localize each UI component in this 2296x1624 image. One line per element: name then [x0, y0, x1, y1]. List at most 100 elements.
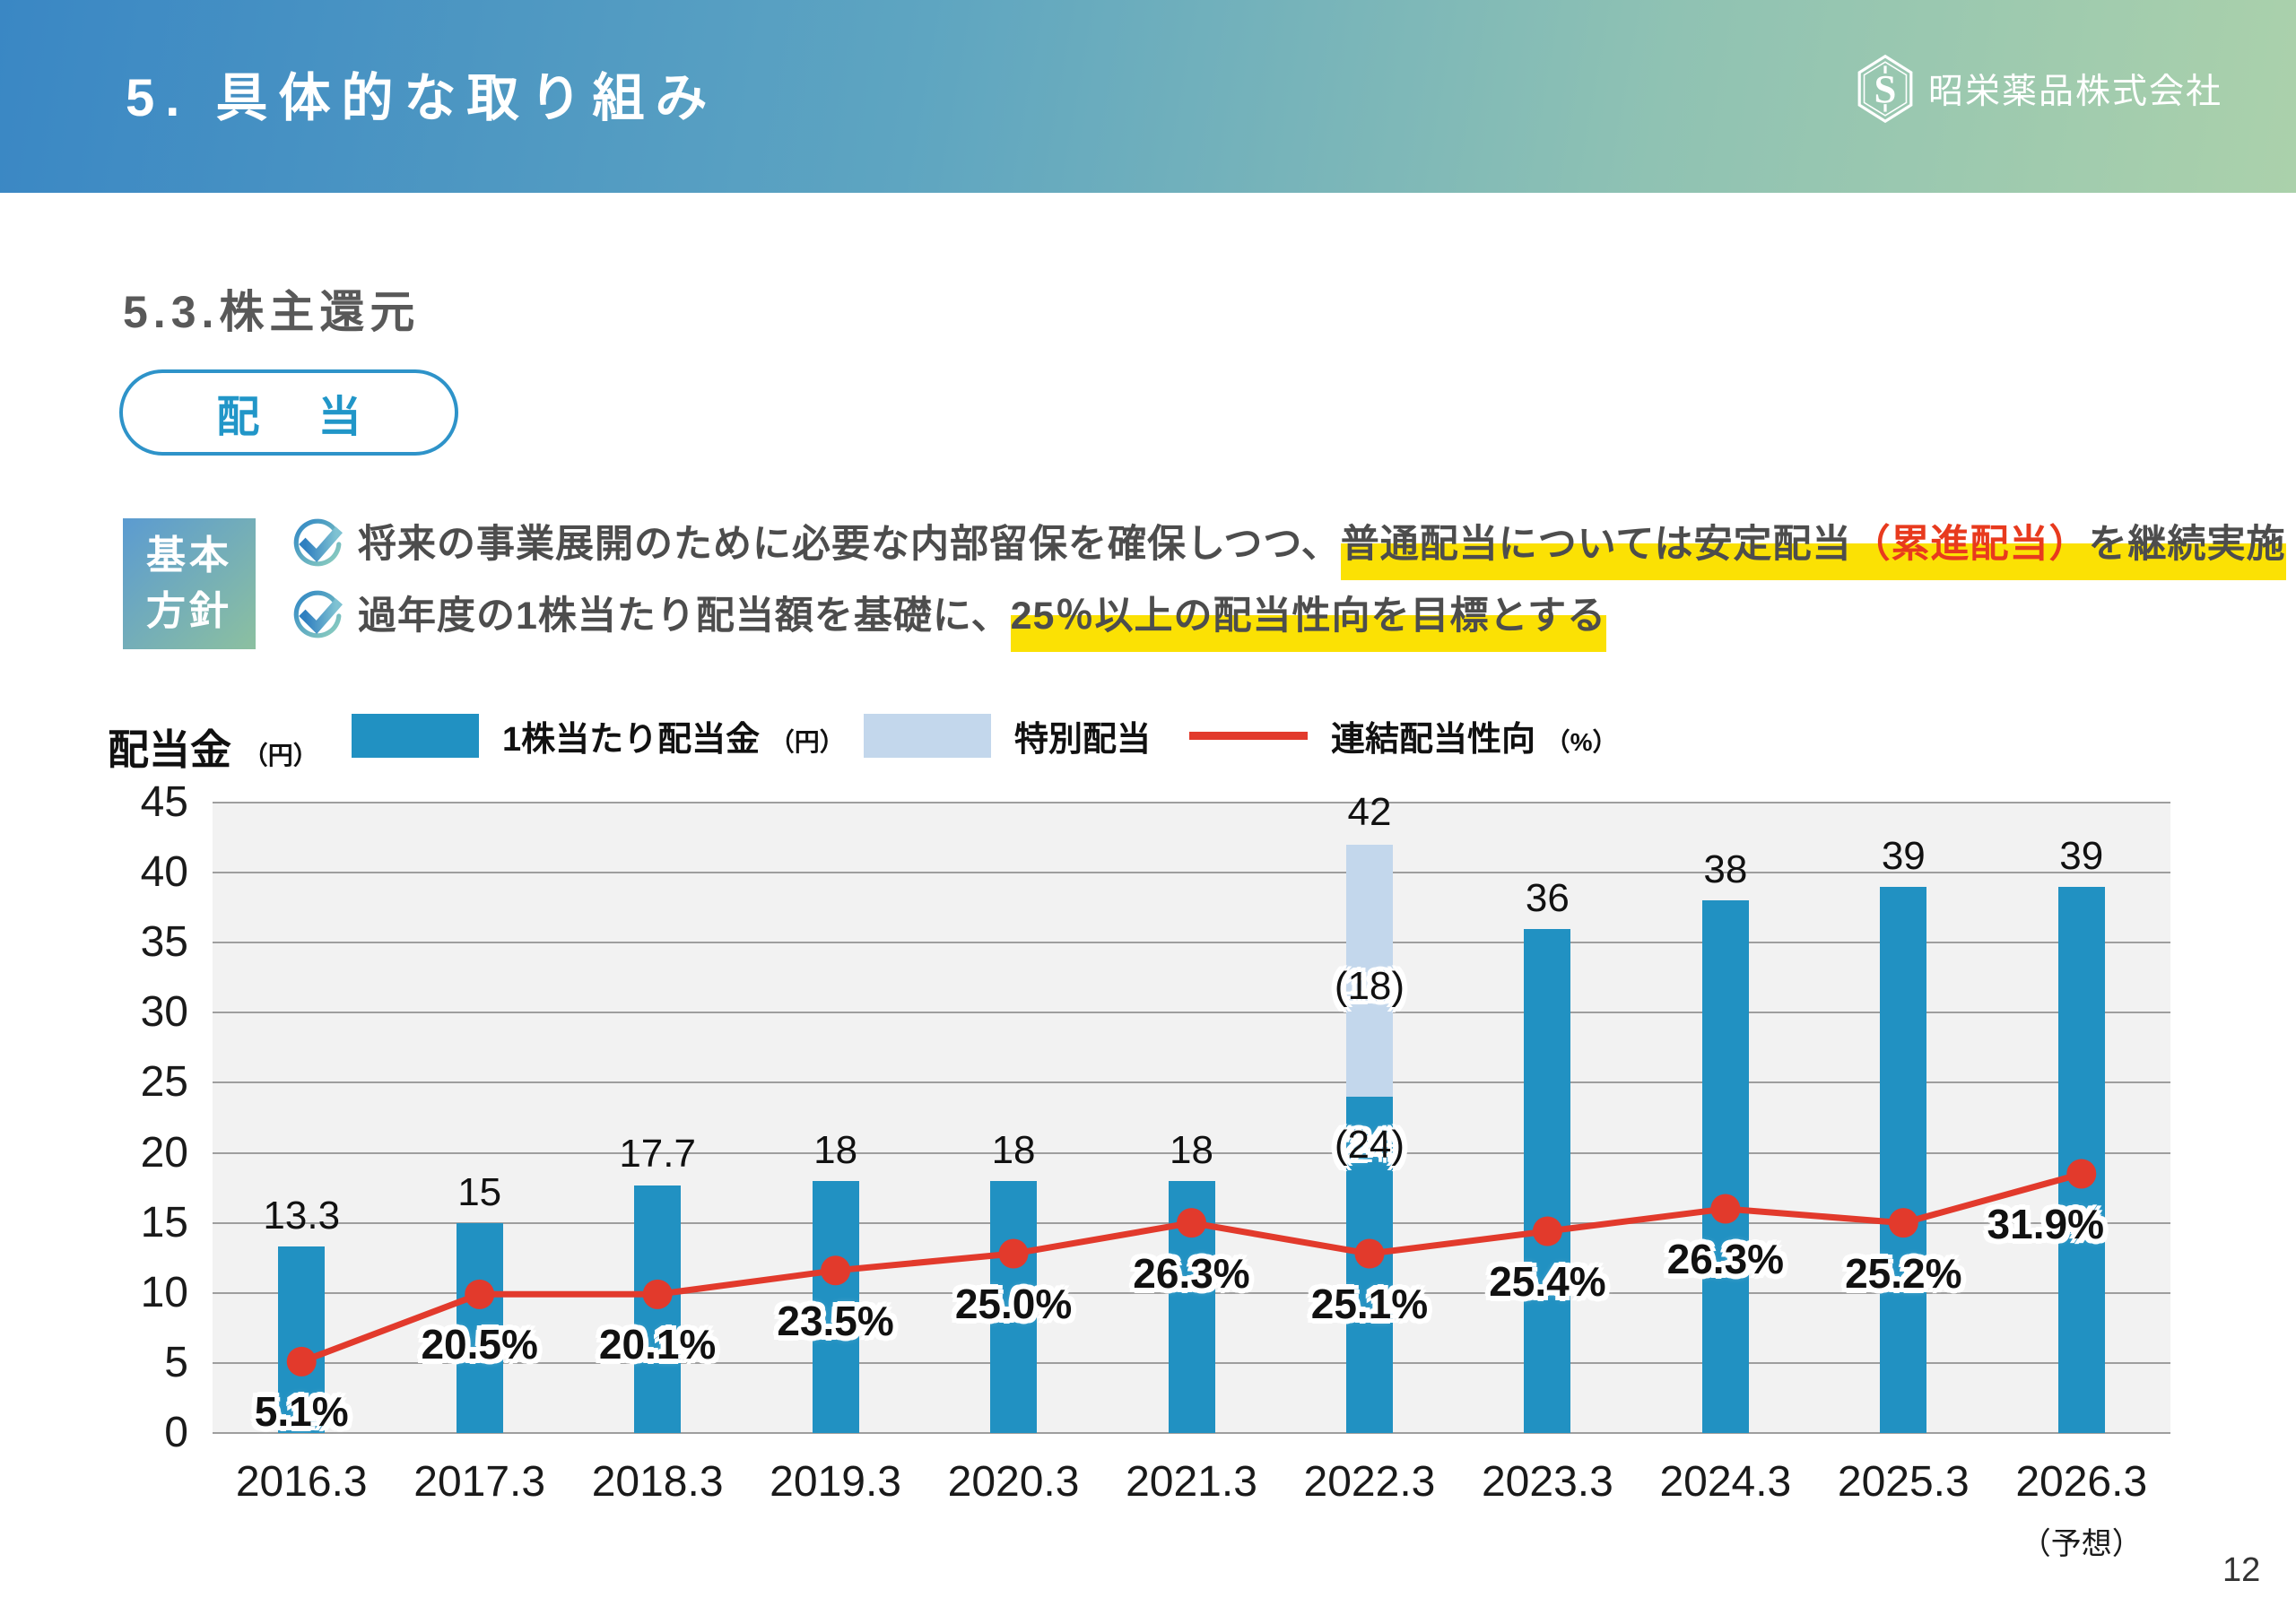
gridline: [213, 942, 2170, 944]
header-banner: 5. 具体的な取り組み S 昭栄薬品株式会社: [0, 0, 2296, 193]
y-tick-label: 35: [140, 918, 188, 967]
company-name: 昭栄薬品株式会社: [1927, 73, 2222, 111]
company-logo-hexagon-icon: S: [1857, 54, 1913, 124]
payout-ratio-marker: [1177, 1208, 1206, 1238]
policy-highlight-after: を継続実施: [2088, 523, 2286, 566]
gridline: [213, 1081, 2170, 1084]
chart-axis-caption-unit: （円）: [242, 742, 318, 769]
bar-value-label: 36: [1525, 875, 1570, 920]
page-title: 5. 具体的な取り組み: [126, 69, 718, 127]
gridline: [213, 802, 2170, 803]
x-axis-label: 2018.3: [591, 1458, 724, 1506]
bar-value-label: 39: [1881, 833, 1926, 878]
policy-items: 将来の事業展開のために必要な内部留保を確保しつつ、普通配当については安定配当（累…: [291, 515, 2286, 652]
bar-total-label: 42: [1347, 789, 1392, 834]
dividend-bar: [1524, 928, 1571, 1433]
policy-item: 将来の事業展開のために必要な内部留保を確保しつつ、普通配当については安定配当（累…: [291, 515, 2286, 580]
x-axis-label: 2020.3: [947, 1458, 1080, 1506]
svg-text:S: S: [1874, 66, 1897, 111]
gridline: [213, 1151, 2170, 1154]
bar-value-label: 38: [1703, 847, 1748, 892]
payout-ratio-marker: [1532, 1216, 1562, 1246]
policy-box-line1: 基本: [146, 534, 232, 578]
payout-ratio-line: [286, 1159, 2097, 1376]
bar-value-label: 39: [2059, 833, 2104, 878]
dividend-bar: [278, 1246, 326, 1433]
y-tick-label: 20: [140, 1128, 188, 1177]
x-axis-forecast-note: （予想）: [2020, 1527, 2143, 1561]
y-tick-label: 0: [164, 1409, 188, 1456]
special-dividend-bar-segment: [1345, 844, 1393, 1098]
x-axis-label: 2022.3: [1303, 1458, 1436, 1506]
policy-highlight-before: 普通配当については安定配当: [1340, 523, 1852, 566]
payout-ratio-label: 20.1%: [598, 1321, 717, 1368]
payout-ratio-marker: [998, 1238, 1029, 1269]
policy-text-highlight: 普通配当については安定配当（累進配当）を継続実施: [1340, 523, 2286, 580]
payout-ratio-marker: [1710, 1194, 1741, 1224]
section-title: 5.3.株主還元: [123, 287, 421, 337]
payout-ratio-label: 5.1%: [254, 1388, 349, 1436]
x-axis-label: 2023.3: [1481, 1458, 1613, 1506]
payout-ratio-label: 25.0%: [954, 1281, 1073, 1328]
bar-value-label: 18: [1170, 1127, 1213, 1172]
dividend-bar: [456, 1222, 503, 1433]
legend-label: 1株当たり配当金 （円）: [502, 720, 845, 759]
payout-ratio-label: 26.3%: [1666, 1236, 1785, 1283]
x-axis-label: 2017.3: [413, 1458, 546, 1506]
policy-text: 過年度の1株当たり配当額を基礎に、25％以上の配当性向を目標とする: [358, 586, 1607, 652]
payout-ratio-label: 25.1%: [1310, 1281, 1429, 1328]
legend-label: 連結配当性向 （%）: [1331, 720, 1618, 759]
policy-text-plain: 過年度の1株当たり配当額を基礎に、: [358, 595, 1011, 638]
dividend-badge: 配 当: [119, 369, 458, 456]
policy-highlight-before: 25％以上の配当性向を目標とする: [1010, 595, 1607, 638]
bar-value-label: 13.3: [263, 1194, 341, 1238]
legend-item-special-dividend: 特別配当: [864, 713, 1151, 759]
legend-item-payout-ratio: 連結配当性向 （%）: [1189, 713, 1618, 759]
check-circle-icon: [293, 590, 344, 638]
bar-value-label: 17.7: [619, 1132, 696, 1177]
payout-ratio-marker: [1888, 1208, 1918, 1238]
y-tick-label: 40: [140, 848, 188, 897]
y-tick-label: 5: [164, 1338, 188, 1386]
y-tick-label: 45: [140, 778, 188, 826]
x-axis-label: 2025.3: [1837, 1458, 1970, 1506]
legend-swatch-bar: [352, 713, 479, 758]
chart-axis-caption: 配当金 （円）: [108, 717, 318, 777]
policy-text-highlight: 25％以上の配当性向を目標とする: [1010, 595, 1607, 652]
y-tick-label: 30: [140, 988, 188, 1037]
x-axis-label: 2026.3: [2015, 1458, 2148, 1506]
payout-ratio-label: 20.5%: [421, 1321, 538, 1368]
y-tick-label: 15: [140, 1198, 188, 1246]
x-axis-label: 2016.3: [235, 1458, 368, 1506]
payout-ratio-label: 25.4%: [1489, 1258, 1606, 1306]
policy-highlight-red: （累進配当）: [1851, 523, 2089, 566]
x-axis-label: 2019.3: [770, 1458, 901, 1506]
bar-value-label: 15: [457, 1169, 502, 1214]
legend-item-dividend-per-share: 1株当たり配当金 （円）: [352, 713, 845, 759]
policy-item: 過年度の1株当たり配当額を基礎に、25％以上の配当性向を目標とする: [291, 586, 2286, 652]
legend-swatch-line: [1189, 731, 1308, 740]
policy-box-line2: 方針: [146, 589, 232, 633]
x-axis-label: 2024.3: [1659, 1458, 1792, 1506]
payout-ratio-label: 31.9%: [1987, 1200, 2104, 1247]
policy-text-plain: 将来の事業展開のために必要な内部留保を確保しつつ、: [358, 523, 1341, 566]
payout-ratio-marker: [1354, 1238, 1385, 1269]
y-tick-label: 25: [140, 1058, 188, 1107]
gridline: [213, 872, 2170, 874]
dividend-bar: [1701, 900, 1749, 1433]
gridline: [213, 1012, 2170, 1014]
y-tick-label: 10: [140, 1268, 188, 1316]
dividend-bar: [1880, 886, 1927, 1433]
legend-swatch-special-bar: [864, 713, 991, 758]
policy-box: 基本 方針: [123, 518, 256, 649]
plot-area: 13.3 15 17.7 18 18 18 (24) (18) 42 36 38 39 39 5.1% 20…: [213, 790, 2170, 1435]
bar-value-label: 18: [991, 1127, 1036, 1172]
payout-ratio-label: 26.3%: [1133, 1249, 1250, 1297]
check-circle-icon: [293, 518, 344, 567]
chart-axis-caption-text: 配当金: [108, 726, 231, 773]
payout-ratio-label: 23.5%: [777, 1297, 894, 1344]
bar-segment-label: (18): [1334, 964, 1405, 1009]
payout-ratio-marker: [286, 1346, 317, 1376]
bar-segment-label: (24): [1334, 1123, 1405, 1168]
